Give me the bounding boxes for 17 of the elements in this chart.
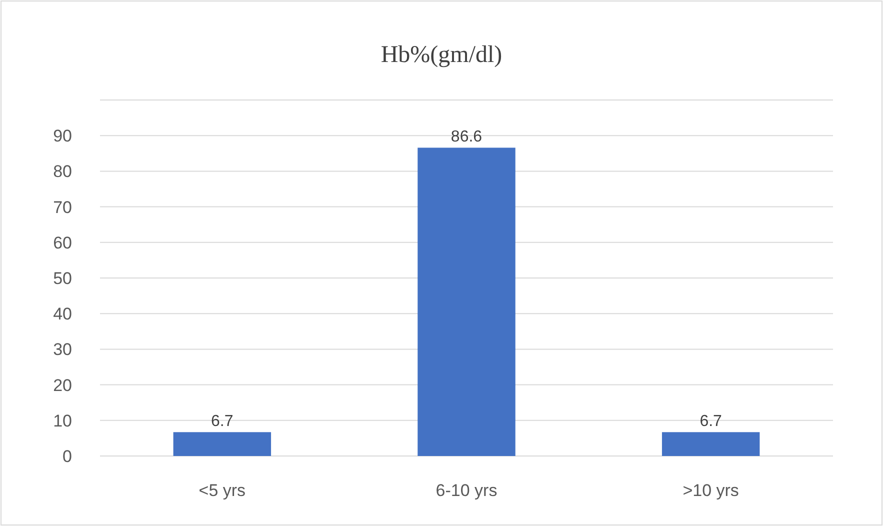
y-tick-label: 70 <box>53 198 72 217</box>
data-label: 6.7 <box>700 413 722 430</box>
y-tick-label: 60 <box>53 233 72 252</box>
data-label: 6.7 <box>211 413 234 430</box>
x-tick-label: >10 yrs <box>682 481 739 500</box>
chart-title: Hb%(gm/dl) <box>380 42 502 68</box>
y-tick-label: 20 <box>53 376 72 395</box>
x-tick-label: 6-10 yrs <box>436 481 498 500</box>
data-label: 86.6 <box>450 128 482 146</box>
y-tick-label: 90 <box>53 126 72 146</box>
y-tick-label: 30 <box>53 340 72 360</box>
y-tick-label: 80 <box>53 162 72 182</box>
y-tick-label: 10 <box>53 411 72 430</box>
x-tick-label: <5 yrs <box>198 481 246 500</box>
y-tick-label: 0 <box>62 447 72 466</box>
y-tick-label: 40 <box>53 304 72 324</box>
y-tick-label: 50 <box>53 269 72 288</box>
